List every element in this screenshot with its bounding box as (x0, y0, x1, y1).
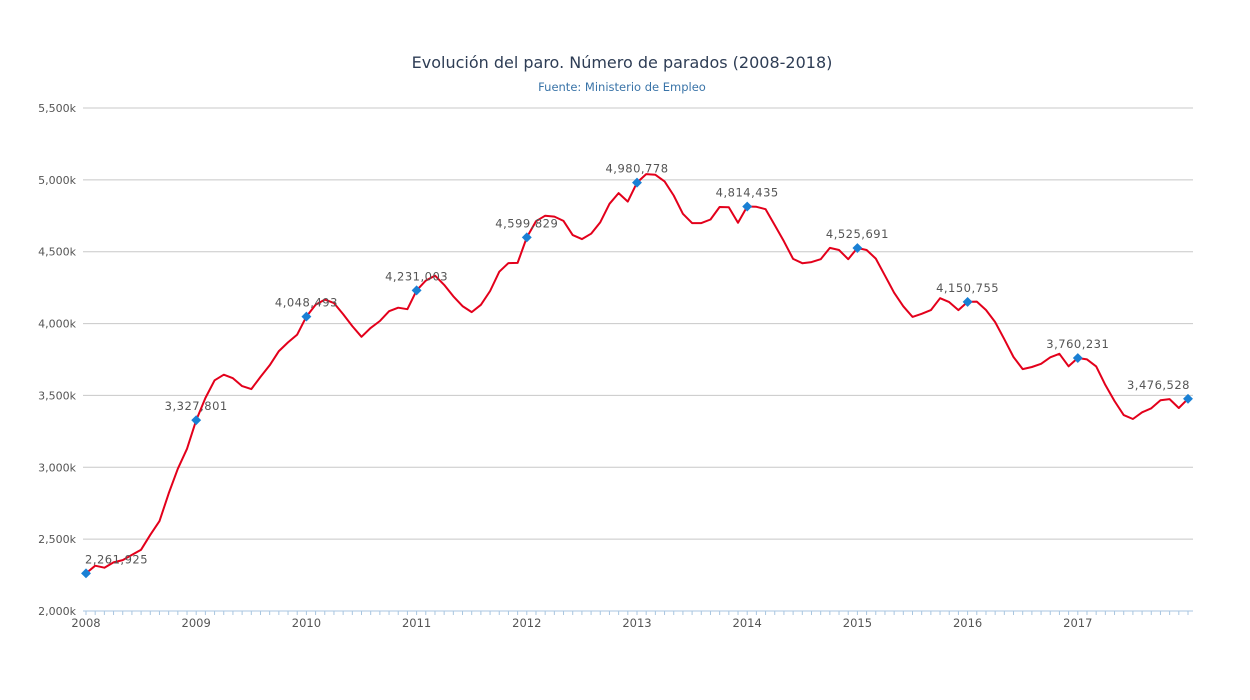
x-tick-label: 2009 (182, 616, 211, 630)
x-tick-label: 2017 (1063, 616, 1092, 630)
data-label: 4,525,691 (826, 227, 889, 241)
data-point-marker (632, 177, 642, 188)
y-tick-label: 3,500k (38, 389, 76, 402)
data-point-marker (742, 201, 753, 212)
data-point-marker (411, 285, 422, 296)
x-tick-label: 2008 (71, 616, 100, 630)
data-label: 4,150,755 (936, 281, 999, 295)
series-line (85, 173, 1189, 575)
data-point-marker (962, 296, 973, 307)
data-point-marker (521, 232, 532, 243)
x-tick-label: 2011 (402, 616, 431, 630)
series-paro (81, 173, 1193, 579)
y-tick-label: 3,000k (38, 461, 76, 474)
y-tick-label: 4,500k (38, 246, 76, 259)
chart-subtitle: Fuente: Ministerio de Empleo (538, 80, 706, 94)
data-point-marker (81, 568, 91, 579)
data-point-marker (852, 243, 863, 253)
x-tick-label: 2015 (843, 616, 872, 630)
x-tick-label: 2014 (733, 616, 762, 630)
data-point-marker (1183, 393, 1193, 404)
data-label: 3,760,231 (1046, 337, 1109, 351)
x-tick-label: 2016 (953, 616, 982, 630)
x-tick-label: 2010 (292, 616, 321, 630)
data-label: 4,048,493 (275, 296, 338, 310)
y-tick-label: 5,500k (38, 102, 76, 115)
x-tick-label: 2012 (512, 616, 541, 630)
data-label: 4,231,003 (385, 269, 448, 283)
x-axis: 2008 2009 2010 2011 2012 2013 2014 2015 2016 2017 (71, 610, 1193, 630)
y-tick-label: 2,500k (38, 533, 76, 546)
data-labels: 2,261,925 3,327,801 4,048,493 4,231,003 4,59… (85, 162, 1190, 567)
data-label: 3,327,801 (165, 399, 228, 413)
data-point-marker (301, 311, 312, 322)
data-label: 3,476,528 (1127, 378, 1190, 392)
data-label: 4,814,435 (716, 186, 779, 200)
y-tick-label: 5,000k (38, 174, 76, 187)
y-axis: 2,000k 2,500k 3,000k 3,500k 4,000k 4,500k 5,00… (38, 102, 76, 618)
data-point-marker (1072, 353, 1083, 363)
data-point-marker (191, 415, 202, 426)
y-tick-label: 2,000k (38, 605, 76, 618)
data-label: 4,599,829 (495, 216, 558, 230)
chart-title: Evolución del paro. Número de parados (2… (412, 53, 833, 72)
data-label: 2,261,925 (85, 552, 148, 566)
data-label: 4,980,778 (605, 162, 668, 176)
y-tick-label: 4,000k (38, 318, 76, 331)
x-tick-label: 2013 (622, 616, 651, 630)
